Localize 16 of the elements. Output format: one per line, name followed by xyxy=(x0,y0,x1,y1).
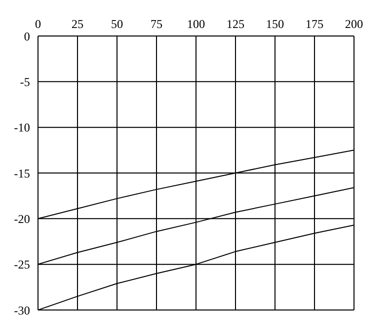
y-tick-label: -30 xyxy=(14,303,30,318)
x-tick-label: 100 xyxy=(187,17,205,31)
x-tick-label: 125 xyxy=(226,17,244,31)
x-tick-label: 25 xyxy=(72,17,84,31)
y-tick-label: -15 xyxy=(14,166,30,180)
y-tick-label: -25 xyxy=(14,258,30,272)
x-tick-label: 200 xyxy=(345,17,363,31)
y-tick-label: -5 xyxy=(20,74,30,89)
x-tick-label: 75 xyxy=(150,17,162,31)
x-tick-label: 50 xyxy=(111,17,123,31)
y-tick-label: -20 xyxy=(14,212,30,226)
x-tick-label: 150 xyxy=(266,17,284,31)
x-tick-label: 175 xyxy=(306,17,324,31)
x-tick-label: 0 xyxy=(35,17,41,31)
y-tick-label: 0 xyxy=(24,29,30,44)
y-tick-label: -10 xyxy=(14,120,30,135)
